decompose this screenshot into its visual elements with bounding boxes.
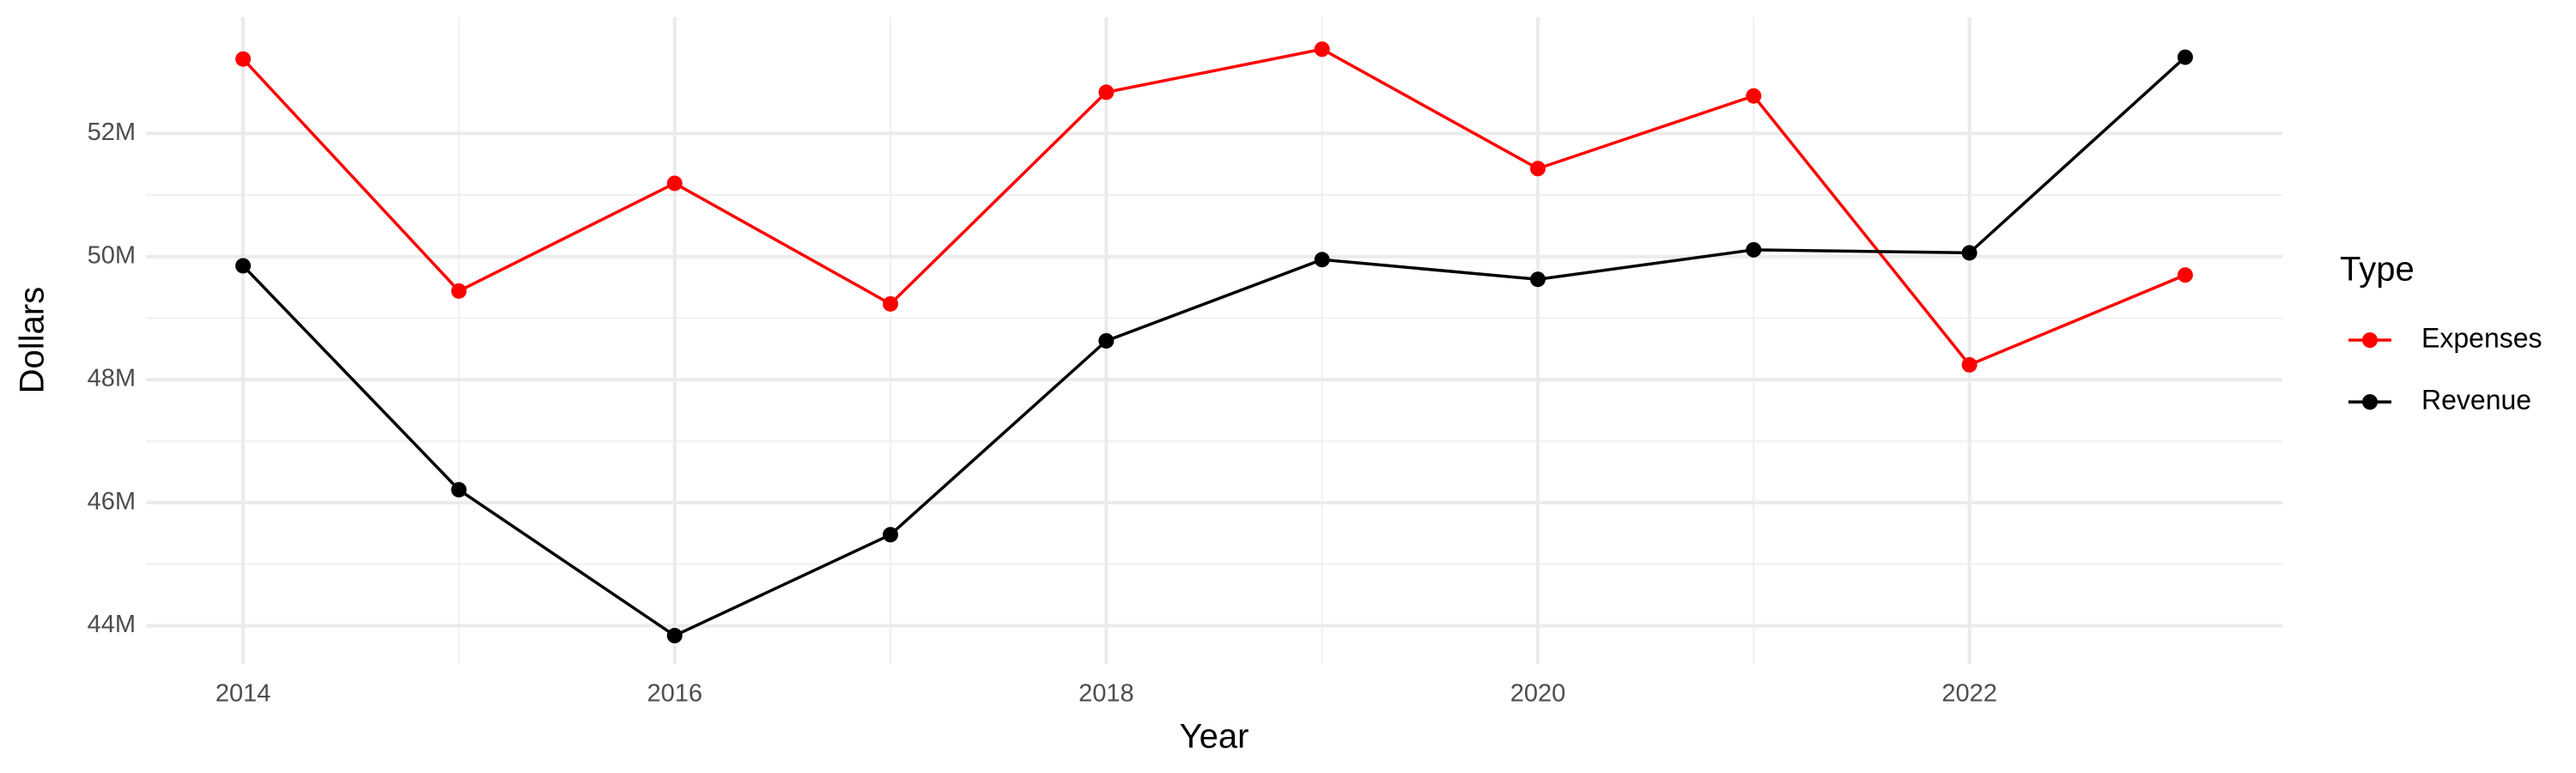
x-tick-label: 2018 [1078,680,1134,708]
y-tick-label: 50M [88,241,136,269]
x-tick-label: 2020 [1510,680,1566,708]
x-tick-label: 2016 [647,680,702,708]
legend-label: Expenses [2421,322,2543,353]
data-point [1746,241,1762,258]
legend-title: Type [2340,251,2415,289]
data-point [235,258,252,274]
data-point [451,283,467,299]
y-tick-label: 48M [88,365,136,393]
data-point [2177,49,2193,65]
data-point [883,526,899,543]
data-point [883,295,899,312]
y-tick-label: 52M [88,119,136,146]
y-tick-label: 44M [88,611,136,638]
legend-key-point [2362,332,2378,348]
data-point [1961,245,1978,261]
data-point [1314,41,1330,58]
data-point [1098,84,1115,100]
data-point [2177,267,2193,283]
x-tick-label: 2022 [1941,680,1997,708]
data-point [1314,252,1330,268]
x-tick-label: 2014 [216,680,271,708]
series-line [241,47,2186,367]
data-point [1961,356,1978,373]
data-point [666,175,683,192]
y-tick-label: 46M [88,488,136,515]
data-point [1098,332,1115,349]
data-point [451,482,467,498]
legend-key-point [2362,394,2378,410]
legend-label: Revenue [2421,384,2531,415]
data-point [235,51,252,67]
series-line [241,56,2187,638]
data-point [666,628,683,644]
data-point [1529,161,1546,177]
y-axis-title: Dollars [14,287,52,393]
x-axis-title: Year [1180,718,1249,756]
data-point [1746,88,1762,104]
data-point [1529,271,1546,288]
